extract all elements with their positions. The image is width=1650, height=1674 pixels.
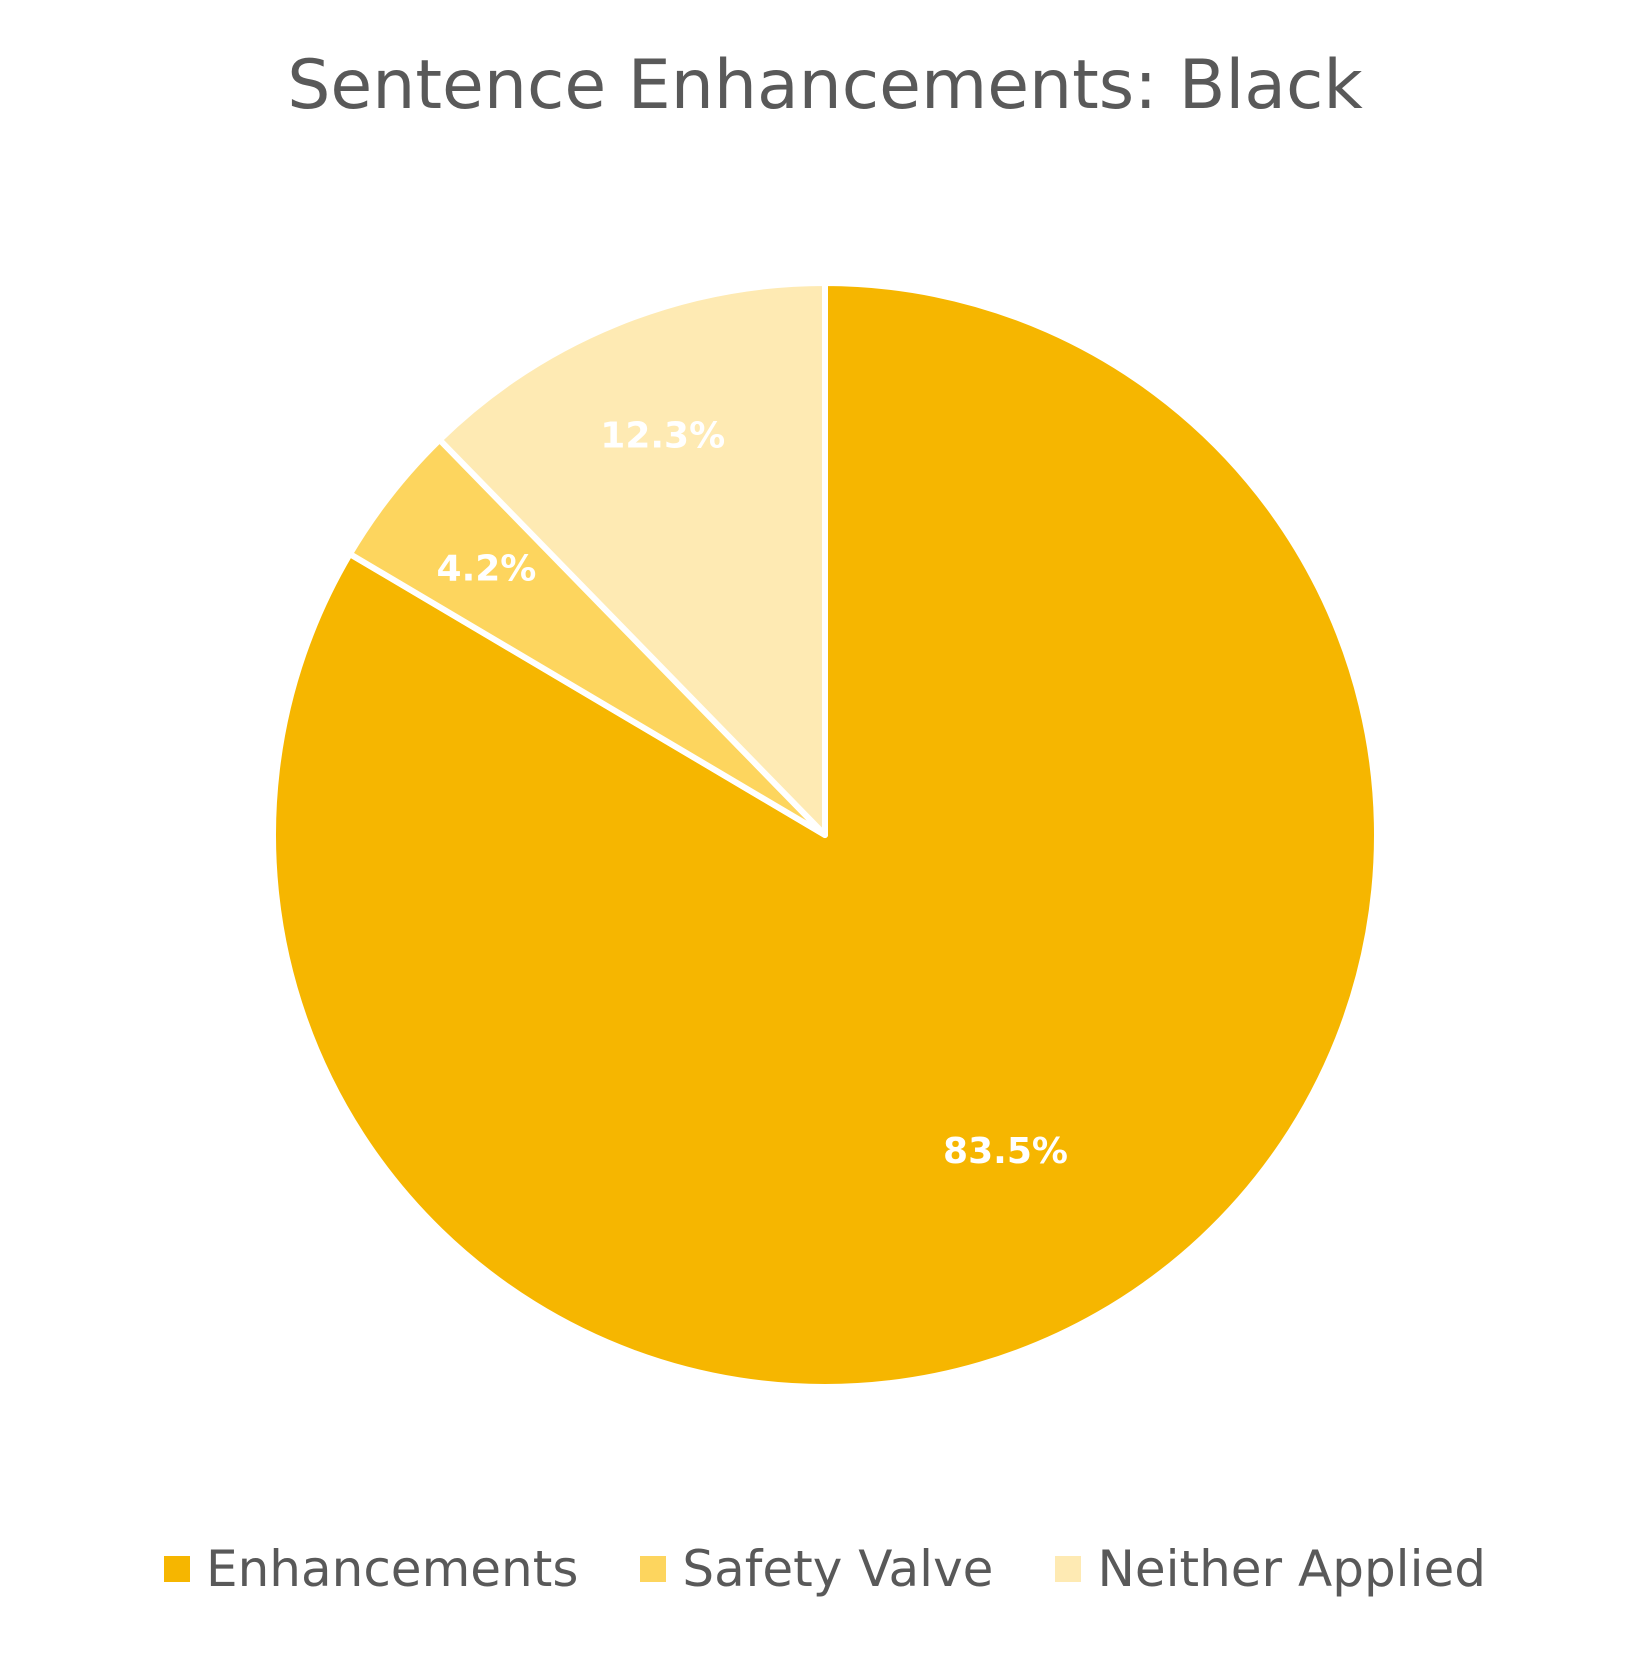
legend-item-safety-valve[interactable]: Safety Valve [640, 1540, 993, 1598]
data-label-safety-valve: 4.2% [437, 548, 537, 589]
legend-label-safety-valve: Safety Valve [682, 1540, 994, 1598]
chart-title: Sentence Enhancements: Black [287, 46, 1363, 125]
legend: Enhancements Safety Valve Neither Applie… [0, 1540, 1650, 1598]
legend-label-enhancements: Enhancements [206, 1540, 579, 1598]
pie-slice-neither-applied[interactable] [436, 280, 828, 838]
legend-swatch-neither-applied [1055, 1556, 1082, 1582]
pie-slice-enhancements[interactable] [270, 280, 1380, 1390]
legend-swatch-safety-valve [640, 1556, 667, 1582]
legend-label-neither-applied: Neither Applied [1097, 1540, 1486, 1598]
legend-item-neither-applied[interactable]: Neither Applied [1055, 1540, 1486, 1598]
legend-item-enhancements[interactable]: Enhancements [164, 1540, 578, 1598]
legend-swatch-enhancements [164, 1556, 191, 1582]
data-label-enhancements: 83.5% [943, 1131, 1068, 1172]
data-label-neither-applied: 12.3% [600, 416, 725, 457]
